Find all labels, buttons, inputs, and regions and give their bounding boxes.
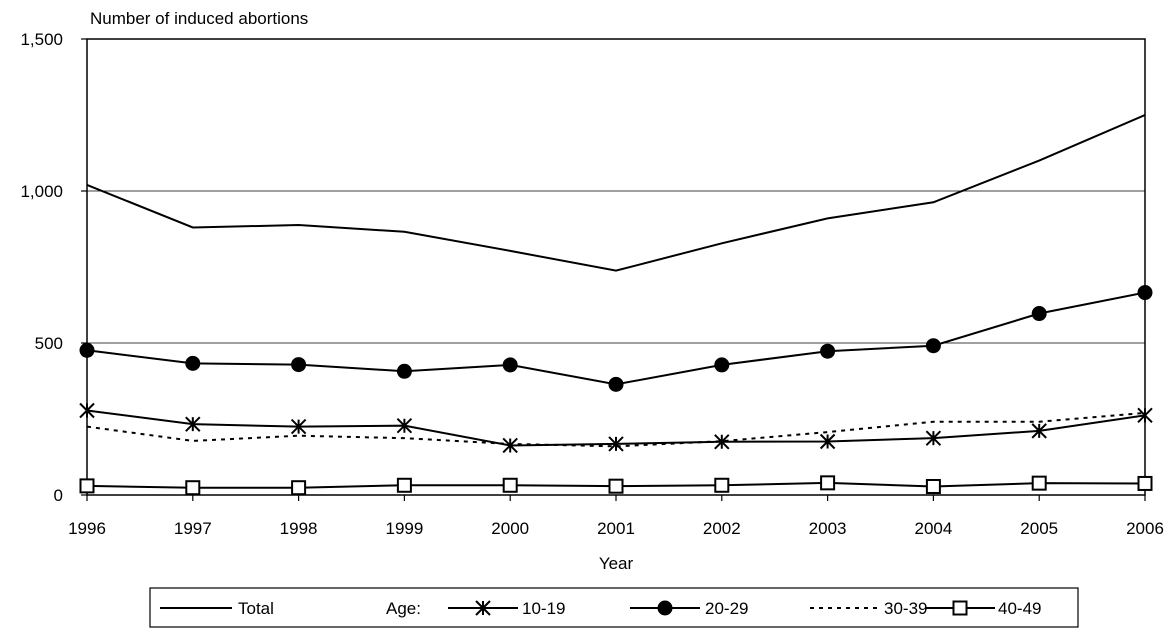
legend-marker xyxy=(475,600,491,616)
legend-items: Total 10-19 20-29 30-39 40-49 xyxy=(160,599,1041,618)
data-point xyxy=(185,416,201,432)
axis-ticks: 0 500 1,000 1,500 1996 1997 1998 1999 2000 2001 20… xyxy=(20,30,1163,538)
series-30-39 xyxy=(86,411,1146,448)
series-line-20-29 xyxy=(86,291,1146,386)
data-point xyxy=(185,480,201,496)
data-point xyxy=(925,430,942,446)
y-axis-title: Number of induced abortions xyxy=(90,9,308,28)
x-tick-label: 1996 xyxy=(68,519,106,538)
y-tick-label: 1,500 xyxy=(20,30,63,49)
legend-label: 40-49 xyxy=(998,599,1041,618)
series-layer xyxy=(79,114,1153,496)
data-point xyxy=(396,363,412,379)
legend-label: Total xyxy=(238,599,274,618)
x-tick-label: 2003 xyxy=(809,519,847,538)
data-point xyxy=(291,357,307,373)
series-line-total xyxy=(86,114,1146,272)
data-point xyxy=(185,355,201,371)
data-point xyxy=(714,477,730,493)
data-point xyxy=(925,338,941,354)
data-point xyxy=(820,343,836,359)
data-point xyxy=(1031,306,1047,322)
data-point xyxy=(608,478,624,494)
data-point xyxy=(820,475,836,491)
x-tick-label: 1999 xyxy=(385,519,423,538)
y-tick-label: 1,000 xyxy=(20,182,63,201)
data-point xyxy=(1137,475,1153,491)
x-tick-label: 2004 xyxy=(914,519,952,538)
series-10-19 xyxy=(79,402,1153,454)
data-point xyxy=(396,477,412,493)
data-point xyxy=(79,342,95,358)
data-point xyxy=(1031,475,1047,491)
y-tick-label: 500 xyxy=(35,334,63,353)
data-point xyxy=(714,434,730,450)
legend-item-40-49: 40-49 xyxy=(925,599,1041,618)
x-tick-label: 2000 xyxy=(491,519,529,538)
x-axis-title: Year xyxy=(599,554,634,573)
data-point xyxy=(819,433,836,450)
legend-label: 20-29 xyxy=(705,599,748,618)
x-tick-label: 2006 xyxy=(1126,519,1164,538)
data-point xyxy=(1137,407,1153,424)
data-point xyxy=(1137,285,1153,301)
legend-item-20-29: 20-29 xyxy=(630,599,748,618)
x-tick-label: 1997 xyxy=(174,519,212,538)
legend-item-30-39: 30-39 xyxy=(810,599,927,618)
legend-label: 30-39 xyxy=(884,599,927,618)
data-point xyxy=(291,480,307,496)
x-tick-label: 1998 xyxy=(280,519,318,538)
data-point xyxy=(290,418,307,435)
data-point xyxy=(714,357,730,373)
x-tick-label: 2005 xyxy=(1020,519,1058,538)
data-point xyxy=(396,417,413,434)
data-point xyxy=(79,402,95,419)
legend-marker xyxy=(657,600,673,616)
legend: Total 10-19 20-29 30-39 40-49 Age: xyxy=(149,587,1079,628)
series-20-29 xyxy=(79,285,1153,392)
series-line-30-39 xyxy=(86,411,1146,448)
gridlines xyxy=(87,190,1145,344)
plot-area-frame xyxy=(86,38,1146,496)
data-point xyxy=(608,436,624,452)
legend-item-10-19: 10-19 xyxy=(448,599,565,618)
data-point xyxy=(925,478,941,494)
series-40-49 xyxy=(79,475,1153,496)
data-point xyxy=(502,357,518,373)
legend-label: 10-19 xyxy=(522,599,565,618)
legend-item-total: Total xyxy=(160,599,274,618)
x-tick-label: 2001 xyxy=(597,519,635,538)
data-point xyxy=(79,478,95,494)
data-point xyxy=(1031,423,1047,439)
data-point xyxy=(502,437,518,454)
legend-marker xyxy=(952,600,968,616)
legend-box xyxy=(149,587,1079,628)
legend-age-label: Age: xyxy=(386,599,421,618)
x-tick-label: 2002 xyxy=(703,519,741,538)
series-total xyxy=(86,114,1146,272)
y-tick-label: 0 xyxy=(54,486,63,505)
data-point xyxy=(502,477,518,493)
data-point xyxy=(608,376,624,392)
